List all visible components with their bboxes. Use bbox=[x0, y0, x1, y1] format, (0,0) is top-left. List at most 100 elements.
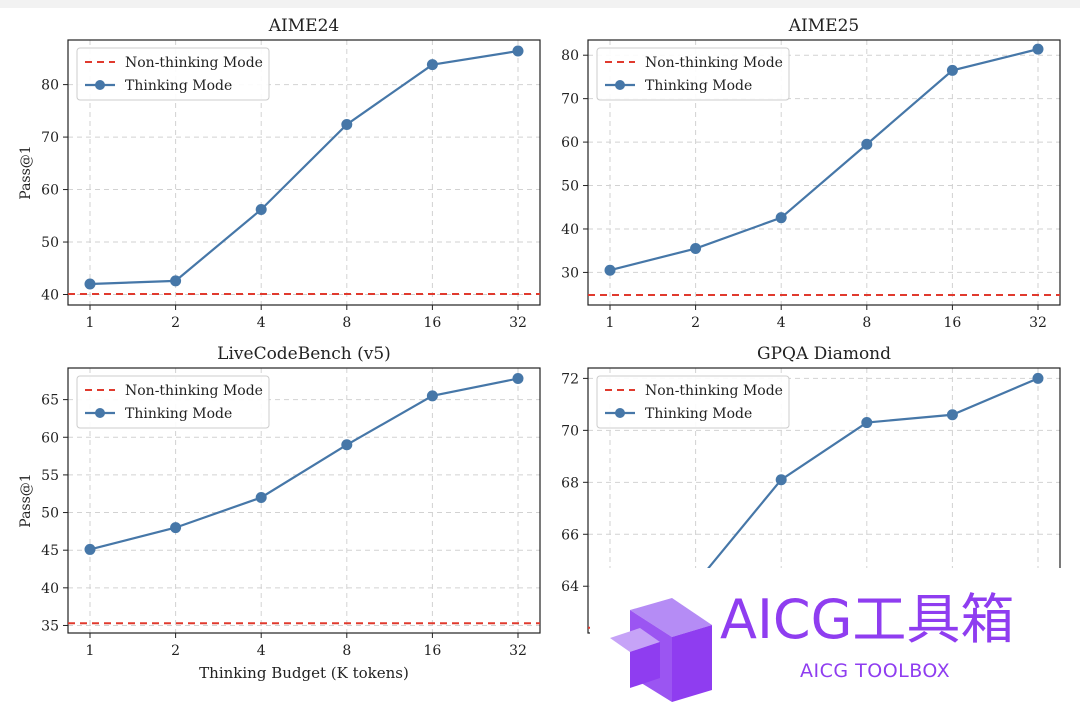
chart-panel-1: 1 2 4 8 16 32 40 50 60 70 80 AIME24 Pass@1 Non-thinki… bbox=[18, 16, 541, 331]
data-point bbox=[170, 275, 182, 287]
legend-box bbox=[596, 375, 790, 429]
x-tick-label: 32 bbox=[509, 315, 527, 331]
data-point bbox=[861, 417, 873, 429]
y-tick-label: 50 bbox=[41, 235, 59, 251]
legend-label-baseline: Non-thinking Mode bbox=[125, 55, 263, 71]
plot-frame bbox=[67, 39, 541, 306]
chart-panel-3: 1 2 4 8 16 32 35 40 45 50 55 60 65 LiveCodeBench (v5)… bbox=[18, 344, 541, 682]
x-tick-label: 2 bbox=[171, 643, 180, 659]
legend-label-baseline: Non-thinking Mode bbox=[645, 55, 783, 71]
x-tick-label: 1 bbox=[86, 643, 95, 659]
y-tick-label: 50 bbox=[41, 506, 59, 522]
legend-series-marker bbox=[615, 80, 625, 90]
chart-title: AIME24 bbox=[268, 16, 339, 36]
chart-title: LiveCodeBench (v5) bbox=[217, 344, 391, 364]
x-tick-label: 8 bbox=[342, 315, 351, 331]
watermark: AICG工具箱 AICG TOOLBOX bbox=[590, 568, 1080, 705]
series-line bbox=[89, 49, 519, 286]
data-point bbox=[426, 390, 438, 402]
chart-title: GPQA Diamond bbox=[757, 344, 891, 364]
watermark-title: AICG工具箱 bbox=[720, 588, 1015, 651]
x-tick-label: 1 bbox=[606, 315, 615, 331]
x-tick-label: 4 bbox=[257, 315, 266, 331]
series-group bbox=[84, 373, 524, 555]
y-tick-label: 40 bbox=[41, 581, 59, 597]
data-point bbox=[84, 278, 96, 290]
data-point bbox=[946, 64, 958, 76]
data-point bbox=[255, 491, 267, 503]
legend-box bbox=[76, 375, 270, 429]
legend-series-marker bbox=[95, 408, 105, 418]
x-tick-label: 32 bbox=[1029, 315, 1047, 331]
y-tick-label: 40 bbox=[41, 288, 59, 304]
x-tick-label: 4 bbox=[257, 643, 266, 659]
y-tick-label: 68 bbox=[561, 475, 579, 491]
x-tick-label: 2 bbox=[171, 315, 180, 331]
x-axis-label: Thinking Budget (K tokens) bbox=[199, 664, 409, 682]
y-axis-label: Pass@1 bbox=[18, 145, 34, 199]
y-tick-label: 65 bbox=[41, 393, 59, 409]
y-tick-label: 70 bbox=[561, 423, 579, 439]
x-tick-label: 1 bbox=[86, 315, 95, 331]
data-point bbox=[775, 474, 787, 486]
data-point bbox=[690, 243, 702, 255]
legend-label-series: Thinking Mode bbox=[645, 406, 752, 422]
y-tick-label: 70 bbox=[41, 130, 59, 146]
x-tick-label: 16 bbox=[943, 315, 961, 331]
legend-label-series: Thinking Mode bbox=[125, 78, 232, 94]
y-tick-label: 50 bbox=[561, 179, 579, 195]
y-tick-label: 80 bbox=[561, 48, 579, 64]
data-point bbox=[255, 203, 267, 215]
y-tick-label: 70 bbox=[561, 92, 579, 108]
data-point bbox=[512, 373, 524, 385]
data-point bbox=[775, 212, 787, 224]
y-tick-label: 66 bbox=[561, 527, 579, 543]
data-point bbox=[861, 138, 873, 150]
x-tick-label: 32 bbox=[509, 643, 527, 659]
aicg-logo-icon bbox=[610, 598, 712, 702]
data-point bbox=[1032, 372, 1044, 384]
y-tick-label: 55 bbox=[41, 468, 59, 484]
y-tick-label: 30 bbox=[561, 265, 579, 281]
plot-frame bbox=[587, 39, 1061, 306]
data-point bbox=[946, 409, 958, 421]
data-point bbox=[341, 439, 353, 451]
x-tick-label: 16 bbox=[423, 643, 441, 659]
legend-label-baseline: Non-thinking Mode bbox=[125, 383, 263, 399]
legend-box bbox=[596, 47, 790, 101]
legend-label-series: Thinking Mode bbox=[125, 406, 232, 422]
data-point bbox=[604, 264, 616, 276]
watermark-subtitle: AICG TOOLBOX bbox=[800, 660, 951, 682]
y-tick-label: 64 bbox=[561, 579, 579, 595]
y-tick-label: 60 bbox=[41, 430, 59, 446]
x-tick-label: 2 bbox=[691, 315, 700, 331]
top-strip bbox=[0, 0, 1080, 8]
legend-label-baseline: Non-thinking Mode bbox=[645, 383, 783, 399]
series-line bbox=[609, 48, 1039, 272]
series-line bbox=[89, 377, 519, 551]
y-tick-label: 60 bbox=[561, 135, 579, 151]
legend-series-marker bbox=[615, 408, 625, 418]
y-tick-label: 40 bbox=[561, 222, 579, 238]
legend-label-series: Thinking Mode bbox=[645, 78, 752, 94]
data-point bbox=[1032, 43, 1044, 55]
plot-frame bbox=[67, 367, 541, 634]
y-tick-label: 80 bbox=[41, 78, 59, 94]
chart-panel-2: 1 2 4 8 16 32 30 40 50 60 70 80 AIME25 Non-thinking M… bbox=[561, 16, 1061, 331]
legend-box bbox=[76, 47, 270, 101]
series-group bbox=[84, 45, 524, 290]
y-tick-label: 60 bbox=[41, 183, 59, 199]
chart-title: AIME25 bbox=[788, 16, 859, 36]
data-point bbox=[170, 522, 182, 534]
y-tick-label: 72 bbox=[561, 371, 579, 387]
y-tick-label: 45 bbox=[41, 543, 59, 559]
data-point bbox=[84, 543, 96, 555]
legend-series-marker bbox=[95, 80, 105, 90]
x-tick-label: 8 bbox=[862, 315, 871, 331]
data-point bbox=[426, 59, 438, 71]
data-point bbox=[512, 45, 524, 57]
y-axis-label: Pass@1 bbox=[18, 473, 34, 527]
x-tick-label: 4 bbox=[777, 315, 786, 331]
data-point bbox=[341, 118, 353, 130]
y-tick-label: 35 bbox=[41, 618, 59, 634]
